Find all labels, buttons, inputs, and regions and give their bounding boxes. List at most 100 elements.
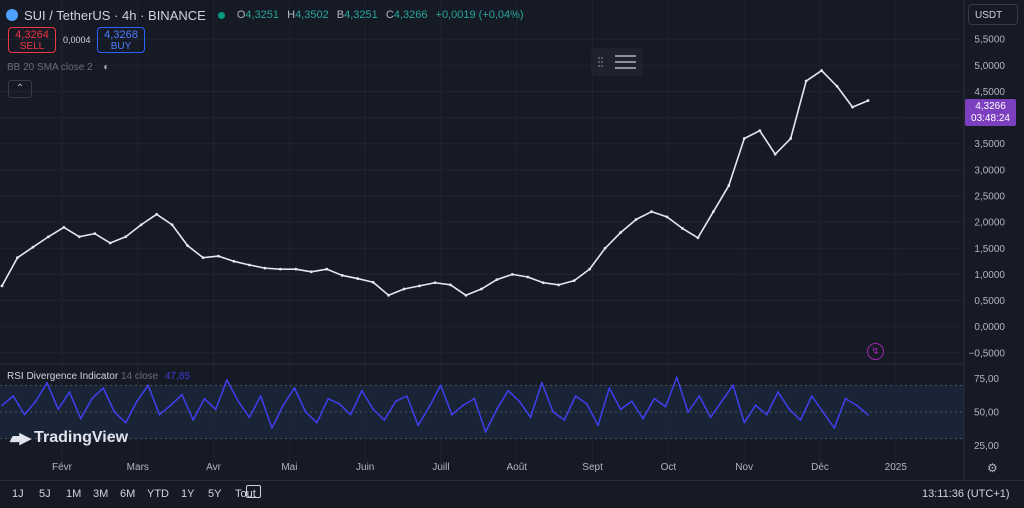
- price-point: [804, 79, 808, 83]
- price-point: [309, 270, 313, 274]
- price-point: [201, 256, 205, 260]
- rsi-axis: 75,00 50,00 25,00: [974, 374, 999, 452]
- rsi-point: [439, 384, 442, 387]
- range-button[interactable]: 1Y: [181, 488, 195, 500]
- rsi-point: [630, 400, 633, 403]
- rsi-legend[interactable]: RSI Divergence Indicator 14 close 47,85: [7, 371, 191, 382]
- range-button[interactable]: 3M: [93, 488, 109, 500]
- price-point: [263, 266, 267, 270]
- rsi-point: [619, 408, 622, 411]
- rsi-point: [316, 421, 318, 424]
- price-point: [294, 267, 298, 271]
- price-axis: 5,50005,00004,50004,00003,50003,00002,50…: [969, 35, 1006, 360]
- gear-icon[interactable]: ⚙: [987, 461, 998, 475]
- price-tick-label: 5,5000: [974, 35, 1005, 46]
- rsi-point: [732, 384, 734, 387]
- range-button[interactable]: 6M: [120, 488, 136, 500]
- calendar-icon[interactable]: [246, 485, 261, 498]
- rsi-point: [293, 387, 296, 389]
- rsi-point: [338, 403, 341, 405]
- price-tick-label: 0,5000: [974, 296, 1005, 307]
- eye-hidden-icon[interactable]: ◐: [103, 62, 110, 73]
- rsi-point: [585, 403, 588, 405]
- price-point: [711, 210, 715, 214]
- price-point: [124, 235, 128, 239]
- rsi-point: [473, 397, 476, 400]
- price-point: [402, 287, 406, 291]
- price-point: [356, 277, 360, 280]
- time-tick-label: Juin: [356, 462, 374, 473]
- price-series: [0, 69, 870, 297]
- rsi-point: [743, 421, 746, 424]
- price-point: [139, 223, 143, 227]
- price-line: [1, 69, 869, 297]
- price-point: [835, 84, 839, 88]
- price-point: [433, 281, 437, 285]
- rsi-point: [529, 416, 532, 419]
- price-point: [464, 293, 468, 297]
- rsi-point: [79, 417, 82, 420]
- rsi-point: [226, 379, 228, 381]
- rsi-point: [687, 411, 689, 413]
- price-point: [479, 287, 483, 291]
- rsi-point: [113, 411, 116, 413]
- time-tick-label: Oct: [661, 462, 677, 473]
- price-point: [727, 184, 731, 187]
- rsi-point: [327, 397, 330, 400]
- price-point: [340, 274, 344, 277]
- menu-lines-icon[interactable]: [591, 48, 643, 76]
- tradingview-watermark: ▰▶ TradingView: [10, 429, 129, 447]
- rsi-tick-label: 25,00: [974, 441, 999, 452]
- bb-indicator-legend[interactable]: BB 20 SMA close 2 ◐: [7, 62, 110, 73]
- change-value: +0,0019 (+0,04%): [435, 9, 524, 21]
- rsi-point: [664, 405, 667, 408]
- rsi-point: [833, 427, 836, 429]
- price-point: [170, 223, 174, 227]
- range-button[interactable]: 1J: [12, 488, 24, 500]
- chevron-up-icon[interactable]: ⌃: [8, 80, 32, 98]
- rsi-series: [1, 376, 869, 433]
- price-point: [217, 254, 220, 258]
- price-point: [495, 278, 499, 282]
- symbol-legend[interactable]: SUI / TetherUS · 4h · BINANCE O4,3251 H4…: [6, 6, 524, 24]
- tradingview-logo-icon: ▰▶: [10, 430, 31, 447]
- range-button[interactable]: 5J: [39, 488, 51, 500]
- price-point: [0, 284, 4, 288]
- time-tick-label: 2025: [885, 462, 908, 473]
- range-button[interactable]: 1M: [66, 488, 82, 500]
- price-point: [449, 283, 452, 287]
- rsi-point: [754, 404, 757, 407]
- sell-button[interactable]: 4,3264 SELL: [8, 27, 56, 53]
- time-tick-label: Avr: [206, 462, 221, 473]
- rsi-point: [405, 395, 408, 397]
- price-tick-label: 1,0000: [974, 270, 1005, 281]
- symbol-title[interactable]: SUI / TetherUS · 4h · BINANCE: [24, 7, 206, 23]
- rsi-point: [675, 376, 678, 379]
- price-point: [696, 236, 700, 240]
- rsi-point: [608, 387, 611, 389]
- rsi-point: [158, 413, 161, 416]
- drawing-toolbox[interactable]: [591, 48, 643, 76]
- time-tick-label: Août: [507, 462, 528, 473]
- rsi-point: [12, 395, 15, 397]
- price-tick-label: 3,5000: [974, 139, 1005, 150]
- price-tick-label: 4,5000: [974, 87, 1005, 98]
- clock-readout[interactable]: 13:11:36 (UTC+1): [922, 488, 1010, 500]
- rsi-point: [417, 424, 420, 427]
- rsi-point: [867, 413, 869, 416]
- lightning-icon[interactable]: ↯: [867, 343, 884, 360]
- rsi-point: [394, 400, 397, 403]
- rsi-point: [349, 413, 352, 416]
- price-point: [572, 279, 576, 283]
- price-tick-label: 2,5000: [974, 192, 1005, 203]
- market-open-icon: [217, 11, 225, 19]
- ohlc-values: O4,3251 H4,3502 B4,3251 C4,3266 +0,0019 …: [236, 9, 524, 21]
- rsi-point: [810, 395, 813, 397]
- rsi-point: [259, 395, 262, 397]
- buy-button[interactable]: 4,3268 BUY: [97, 27, 145, 53]
- range-button[interactable]: YTD: [147, 488, 169, 500]
- price-tick-label: 2,0000: [974, 218, 1005, 229]
- range-button[interactable]: 5Y: [208, 488, 222, 500]
- currency-select[interactable]: USDT: [968, 4, 1018, 25]
